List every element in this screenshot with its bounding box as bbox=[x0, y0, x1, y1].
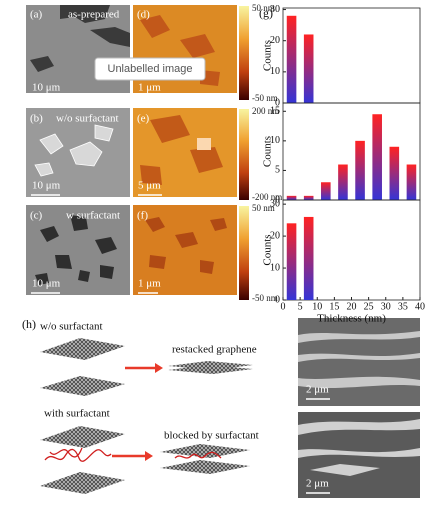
bar bbox=[372, 114, 382, 200]
scale-label: 10 μm bbox=[32, 82, 61, 94]
image-a bbox=[26, 5, 130, 93]
panel-label: (e) bbox=[137, 113, 150, 125]
graphene-sheet bbox=[40, 426, 125, 448]
surfactant bbox=[49, 447, 83, 458]
caption: restacked graphene bbox=[172, 344, 257, 356]
bar bbox=[389, 146, 400, 200]
y-tick-label: 20 bbox=[270, 230, 280, 241]
x-tick-label: 40 bbox=[415, 301, 425, 312]
scale-label: 5 μm bbox=[138, 180, 161, 192]
x-tick-label: 15 bbox=[329, 301, 339, 312]
bar bbox=[303, 195, 314, 200]
graphene-sheet bbox=[40, 338, 125, 360]
y-tick-label: 0 bbox=[275, 194, 280, 205]
x-tick-label: 35 bbox=[398, 301, 408, 312]
colorbar-min: -50 nm bbox=[252, 293, 278, 303]
caption: with surfactant bbox=[44, 408, 110, 420]
x-tick-label: 25 bbox=[364, 301, 374, 312]
image-e bbox=[133, 108, 237, 197]
plot-frame bbox=[282, 7, 421, 104]
bar bbox=[321, 182, 331, 200]
panel-label: (f) bbox=[137, 210, 148, 222]
panel-title: as-prepared bbox=[68, 9, 120, 21]
graphene-sheet bbox=[160, 460, 250, 474]
colorbar-min: -50 nm bbox=[252, 93, 278, 103]
bar bbox=[303, 216, 314, 300]
panel-label: (b) bbox=[30, 113, 43, 125]
image-b bbox=[26, 108, 130, 197]
colorbar bbox=[239, 6, 249, 100]
panel-title: w surfactant bbox=[66, 210, 120, 222]
colorbar bbox=[239, 206, 249, 300]
scale-label: 2 μm bbox=[306, 478, 329, 490]
sem-image bbox=[298, 412, 420, 498]
x-tick-label: 30 bbox=[381, 301, 391, 312]
x-tick-label: 5 bbox=[298, 301, 303, 312]
x-tick-label: 0 bbox=[281, 301, 286, 312]
y-tick-label: 0 bbox=[275, 97, 280, 108]
colorbar-min: -200 nm bbox=[252, 192, 282, 202]
bar bbox=[286, 195, 297, 200]
scale-label: 1 μm bbox=[138, 82, 161, 94]
panel-label: (d) bbox=[137, 9, 150, 21]
image-c bbox=[26, 205, 130, 295]
y-axis-label: Counts bbox=[262, 136, 274, 167]
bar bbox=[286, 15, 297, 103]
y-tick-label: 10 bbox=[270, 135, 280, 146]
x-tick-label: 20 bbox=[347, 301, 357, 312]
overlay-label: Unlabelled image bbox=[108, 63, 193, 75]
colorbar bbox=[239, 109, 249, 200]
y-tick-label: 30 bbox=[270, 198, 280, 209]
caption: w/o surfactant bbox=[40, 321, 103, 333]
y-tick-label: 10 bbox=[270, 66, 280, 77]
y-tick-label: 20 bbox=[270, 35, 280, 46]
y-axis-label: Counts bbox=[262, 40, 274, 71]
overlay-box bbox=[94, 57, 206, 81]
y-tick-label: 10 bbox=[270, 262, 280, 273]
caption: blocked by surfactant bbox=[164, 430, 259, 442]
y-axis-label: Counts bbox=[262, 234, 274, 265]
image-f bbox=[133, 205, 237, 295]
x-axis-label: Thickness (nm) bbox=[317, 313, 386, 325]
arrow-head bbox=[145, 451, 153, 461]
bar bbox=[286, 223, 297, 300]
panel-label: (c) bbox=[30, 210, 43, 222]
panel-title: w/o surfactant bbox=[56, 113, 119, 125]
x-tick-label: 10 bbox=[312, 301, 322, 312]
colorbar-max: 50 nm bbox=[252, 203, 275, 213]
bar bbox=[338, 164, 348, 200]
y-tick-label: 15 bbox=[270, 106, 280, 117]
graphene-sheet bbox=[160, 444, 250, 458]
plot-frame bbox=[282, 102, 421, 201]
bar bbox=[303, 34, 314, 103]
panel-label: (h) bbox=[22, 317, 36, 331]
y-tick-label: 0 bbox=[275, 294, 280, 305]
bar bbox=[355, 140, 365, 200]
scale-label: 2 μm bbox=[306, 384, 329, 396]
arrow-head bbox=[155, 363, 163, 373]
surfactant bbox=[44, 448, 112, 462]
plot-frame bbox=[282, 199, 421, 301]
graphene-sheet bbox=[40, 376, 125, 396]
graphene-sheet bbox=[40, 472, 125, 494]
panel-label: (g) bbox=[259, 6, 273, 20]
scale-label: 10 μm bbox=[32, 278, 61, 290]
scale-label: 10 μm bbox=[32, 180, 61, 192]
scale-label: 1 μm bbox=[138, 278, 161, 290]
colorbar-max: 200 nm bbox=[252, 106, 279, 116]
y-tick-label: 5 bbox=[275, 165, 280, 176]
surfactant bbox=[174, 451, 222, 459]
y-tick-label: 30 bbox=[270, 4, 280, 15]
colorbar-max: 50 nm bbox=[252, 3, 275, 13]
graphene-sheet bbox=[168, 365, 253, 374]
bar bbox=[406, 164, 417, 200]
sem-image bbox=[298, 318, 420, 406]
panel-label: (a) bbox=[30, 9, 43, 21]
